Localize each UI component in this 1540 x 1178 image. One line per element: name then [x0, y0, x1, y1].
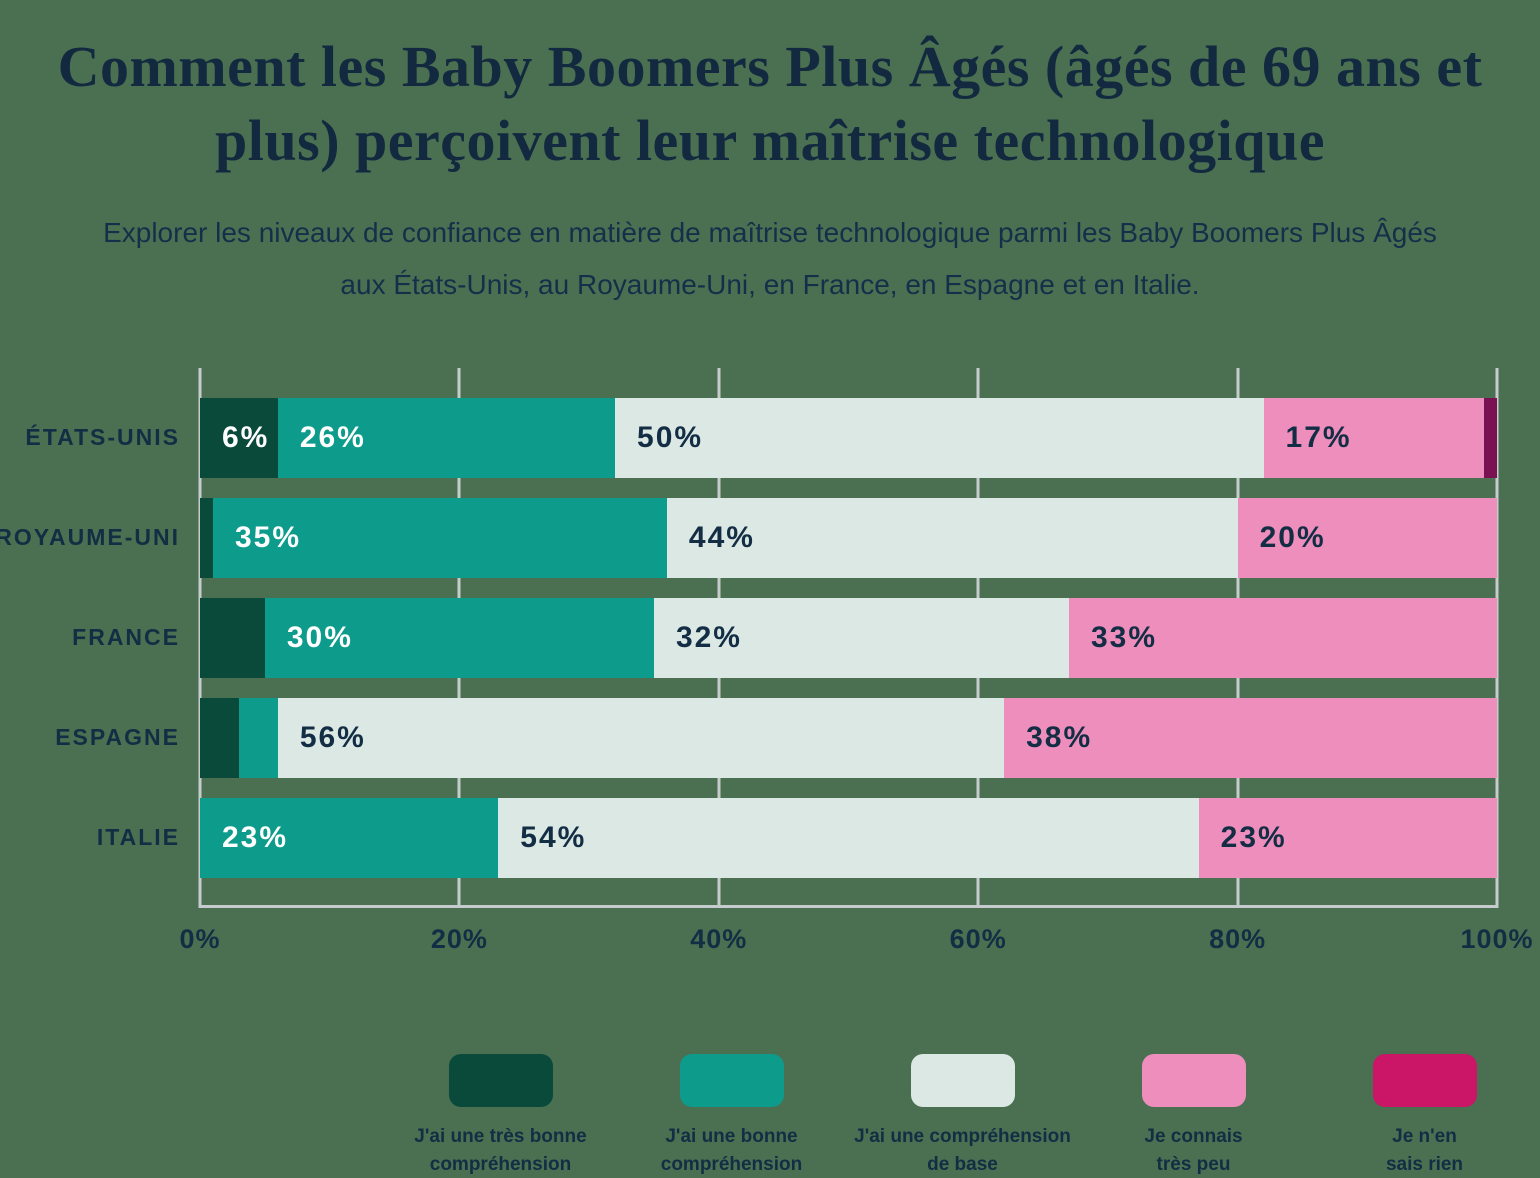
bar-segment: 23%	[200, 797, 499, 878]
stacked-bar-chart: ÉTATS-UNIS ROYAUME-UNI FRANCE ESPAGNE ITALIE…	[0, 367, 1499, 908]
bar-segment: 44%	[666, 497, 1238, 578]
chart-subtitle: Explorer les niveaux de confiance en mat…	[103, 217, 1437, 301]
bar-segment: 54%	[498, 797, 1199, 878]
bar-segment: 35%	[212, 497, 667, 578]
bar-rows: 6% 26% 50% 17% 35% 44% 20% 30% 32% 33% 56% 38% 23% 54…	[200, 368, 1497, 908]
bar-segment: 56%	[277, 697, 1005, 778]
bar-segment: 20%	[1237, 497, 1497, 578]
stacked-bar: 6% 26% 50% 17%	[200, 397, 1497, 478]
stacked-bar: 56% 38%	[200, 697, 1497, 778]
x-axis-tick-label: 40%	[690, 923, 748, 954]
stacked-bar: 35% 44% 20%	[200, 497, 1497, 578]
bar-row: 56% 38%	[200, 688, 1497, 788]
legend-label: J'ai une bonne compréhension	[660, 1125, 803, 1176]
chart-title: Comment les Baby Boomers Plus Âgés (âgés…	[57, 34, 1483, 173]
plot-area: 6% 26% 50% 17% 35% 44% 20% 30% 32% 33% 56% 38% 23% 54…	[198, 367, 1499, 908]
legend-item: J'ai une très bonne compréhension	[385, 1053, 616, 1178]
bar-segment: 26%	[277, 397, 616, 478]
bar-segment: 32%	[653, 597, 1069, 678]
bar-segment: 33%	[1068, 597, 1497, 678]
legend-item: Je n'en sais rien	[1309, 1053, 1540, 1178]
bar-value-label: 6%	[222, 420, 270, 454]
legend-item: J'ai une bonne compréhension	[616, 1053, 847, 1178]
bar-value-label: 26%	[299, 420, 366, 454]
gridline	[1495, 367, 1499, 908]
bar-segment: 17%	[1263, 397, 1485, 478]
bar-segment	[200, 497, 213, 578]
bar-value-label: 38%	[1026, 720, 1093, 754]
x-axis-tick-label: 0%	[179, 923, 221, 954]
x-axis-baseline	[200, 904, 1497, 908]
bar-value-label: 33%	[1090, 620, 1158, 654]
bar-value-label: 23%	[1220, 820, 1287, 854]
legend: J'ai une très bonne compréhension J'ai un…	[385, 1053, 1540, 1178]
legend-swatch	[910, 1053, 1015, 1107]
bar-segment: 38%	[1004, 697, 1497, 778]
bar-value-label: 32%	[675, 620, 742, 654]
x-axis-tick-label: 60%	[949, 923, 1007, 954]
legend-swatch	[448, 1053, 553, 1107]
x-axis-tick-label: 80%	[1209, 923, 1267, 954]
stacked-bar: 23% 54% 23%	[200, 797, 1497, 878]
bar-segment: 30%	[264, 597, 654, 678]
legend-label: Je connais très peu	[1144, 1125, 1243, 1176]
bar-row: 6% 26% 50% 17%	[200, 388, 1497, 488]
legend-swatch	[679, 1053, 784, 1107]
bar-value-label: 30%	[286, 620, 353, 654]
legend-label: Je n'en sais rien	[1385, 1125, 1464, 1176]
y-axis-label: ITALIE	[96, 824, 180, 851]
bar-value-label: 35%	[234, 520, 302, 554]
bar-segment	[238, 697, 278, 778]
y-axis-label: ESPAGNE	[55, 724, 180, 751]
legend-swatch	[1141, 1053, 1246, 1107]
bar-segment	[200, 697, 239, 778]
bar-segment	[1484, 397, 1497, 478]
bar-value-label: 50%	[637, 420, 704, 454]
x-axis-tick-label: 20%	[430, 923, 488, 954]
legend-item: Je connais très peu	[1078, 1053, 1309, 1178]
stacked-bar: 30% 32% 33%	[200, 597, 1497, 678]
bar-value-label: 17%	[1285, 420, 1352, 454]
x-axis-tick-label: 100%	[1460, 923, 1534, 954]
bar-segment	[200, 597, 265, 678]
y-axis-label: ÉTATS-UNIS	[25, 424, 180, 451]
bar-value-label: 56%	[299, 720, 366, 754]
bar-row: 30% 32% 33%	[200, 588, 1497, 688]
bar-value-label: 23%	[222, 820, 289, 854]
legend-label: J'ai une très bonne compréhension	[414, 1125, 587, 1176]
legend-label: J'ai une compréhension de base	[854, 1125, 1071, 1176]
bar-row: 35% 44% 20%	[200, 488, 1497, 588]
bar-value-label: 44%	[688, 520, 755, 554]
y-axis-label: ROYAUME-UNI	[0, 524, 180, 551]
legend-swatch	[1372, 1053, 1477, 1107]
bar-segment: 23%	[1198, 797, 1497, 878]
bar-row: 23% 54% 23%	[200, 788, 1497, 888]
bar-segment: 6%	[200, 397, 278, 478]
y-axis-label: FRANCE	[72, 624, 180, 651]
y-axis-labels: ÉTATS-UNIS ROYAUME-UNI FRANCE ESPAGNE ITALIE	[0, 368, 200, 908]
bar-value-label: 54%	[520, 820, 587, 854]
bar-value-label: 20%	[1259, 520, 1326, 554]
bar-segment: 50%	[615, 397, 1264, 478]
x-axis: 0% 20% 40% 60% 80% 100%	[179, 923, 1532, 958]
legend-item: J'ai une compréhension de base	[847, 1053, 1078, 1178]
